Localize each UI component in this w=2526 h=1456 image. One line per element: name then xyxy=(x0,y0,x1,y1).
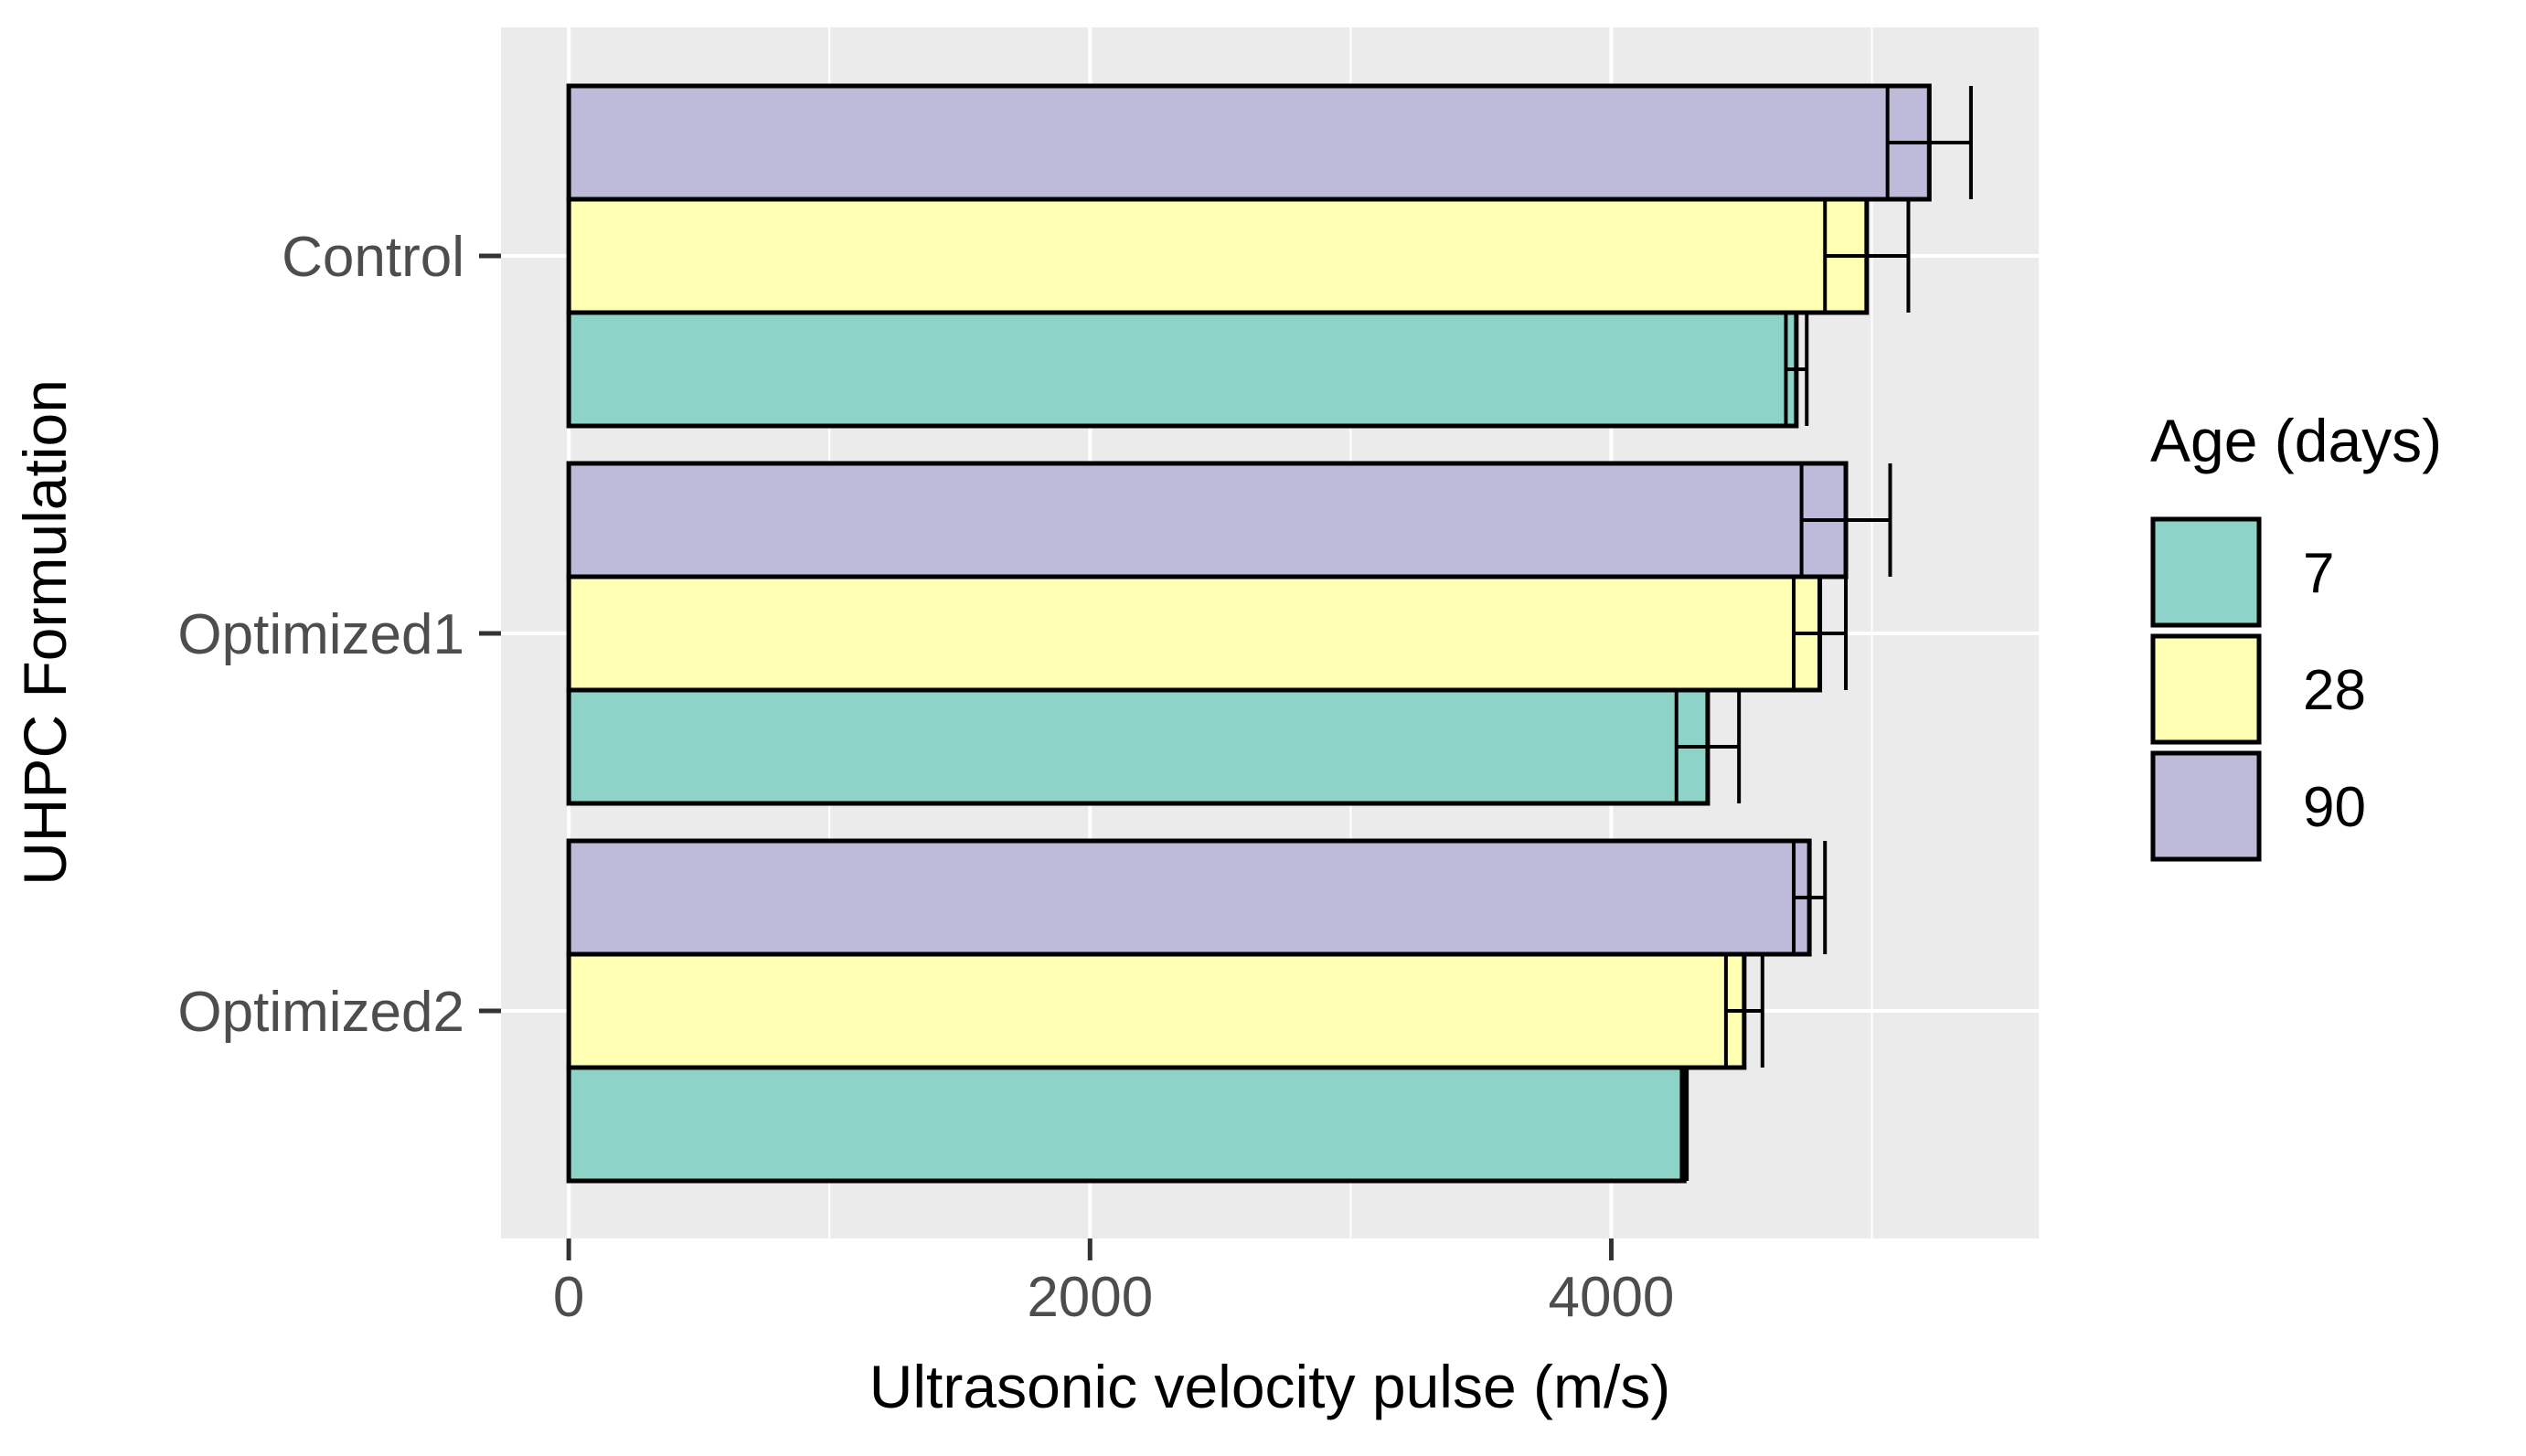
y-axis: Control Optimized1 Optimized2 xyxy=(177,226,501,1044)
bar-control-90 xyxy=(566,83,1932,202)
bar-optimized1-7 xyxy=(566,687,1711,806)
y-tick-label: Optimized1 xyxy=(177,603,464,666)
bar-optimized2-28 xyxy=(566,951,1747,1070)
legend-swatch-28 xyxy=(2150,633,2262,745)
legend-swatch-7 xyxy=(2150,516,2262,628)
legend-swatch-90 xyxy=(2150,750,2262,862)
bar-control-28 xyxy=(566,197,1870,315)
legend: Age (days) 7 28 90 xyxy=(2150,407,2442,862)
legend-label-7: 7 xyxy=(2303,542,2334,605)
bar-optimized2-7 xyxy=(566,1065,1687,1184)
bar-optimized1-90 xyxy=(566,461,1849,579)
bar-control-7 xyxy=(566,310,1799,429)
x-tick-label: 0 xyxy=(553,1266,584,1329)
y-axis-title: UHPC Formulation xyxy=(11,379,79,886)
legend-label-28: 28 xyxy=(2303,659,2366,722)
bars xyxy=(566,83,1932,1184)
error-bars xyxy=(1674,86,1973,1181)
x-tick-label: 4000 xyxy=(1548,1266,1674,1329)
y-tick-label: Optimized2 xyxy=(177,981,464,1044)
x-tick-label: 2000 xyxy=(1027,1266,1153,1329)
y-tick-label: Control xyxy=(282,226,464,289)
legend-label-90: 90 xyxy=(2303,776,2366,839)
x-axis-title: Ultrasonic velocity pulse (m/s) xyxy=(869,1353,1671,1420)
legend-title: Age (days) xyxy=(2150,407,2442,474)
bar-optimized1-28 xyxy=(566,574,1823,693)
bar-optimized2-90 xyxy=(566,838,1812,957)
x-axis: 0 2000 4000 xyxy=(553,1238,1674,1329)
